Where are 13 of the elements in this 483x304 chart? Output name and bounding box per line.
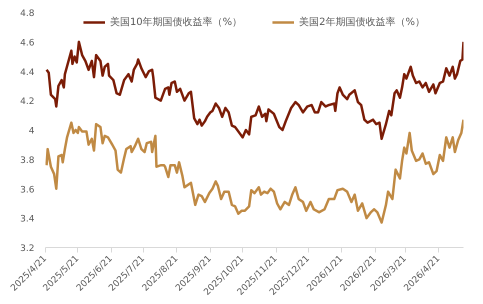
line-series xyxy=(46,40,464,140)
y-tick-label: 4.6 xyxy=(20,38,35,48)
y-tick-label: 3.8 xyxy=(20,156,35,166)
y-tick-label: 3.2 xyxy=(20,244,35,254)
y-tick-label: 3.6 xyxy=(20,185,35,196)
y-tick-label: 4 xyxy=(28,126,35,136)
line-series xyxy=(46,118,464,224)
y-tick-label: 4.4 xyxy=(20,68,35,78)
y-tick-label: 4.8 xyxy=(20,9,35,19)
legend-label: 美国2年期国债收益率（%） xyxy=(299,16,426,29)
y-tick-label: 4.2 xyxy=(20,97,35,108)
y-tick-label: 3.4 xyxy=(20,214,35,225)
legend-label: 美国10年期国债收益率（%） xyxy=(110,16,242,29)
